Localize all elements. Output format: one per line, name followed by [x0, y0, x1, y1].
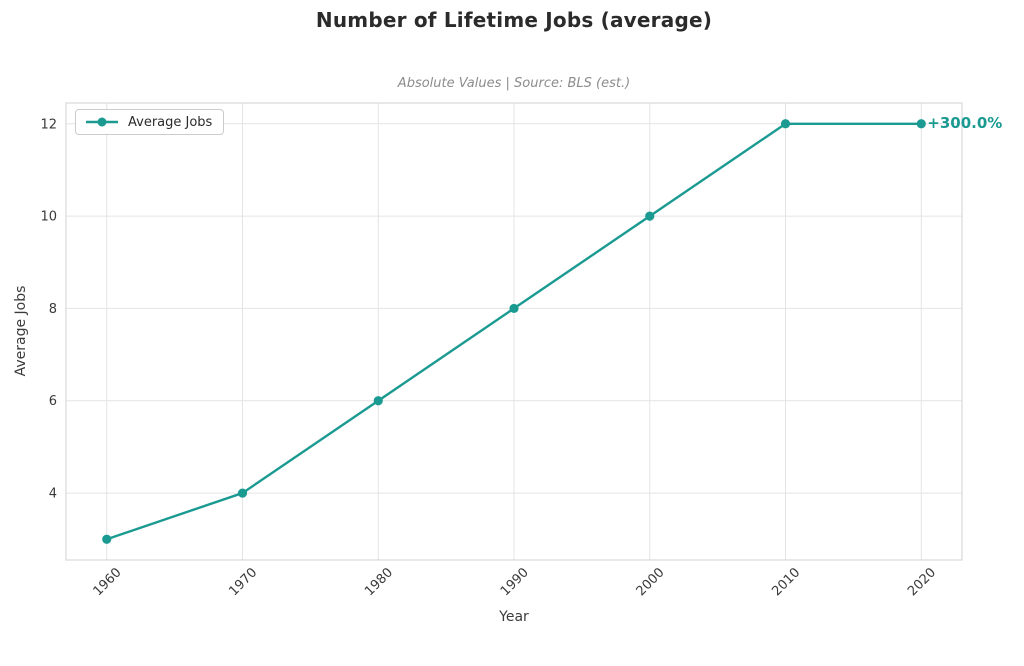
- data-point: [373, 396, 383, 406]
- y-axis-label: Average Jobs: [13, 285, 29, 377]
- legend: Average Jobs: [75, 109, 225, 135]
- data-point: [102, 534, 112, 544]
- y-tick-label: 6: [49, 394, 57, 409]
- x-tick-label: 2000: [634, 565, 668, 599]
- x-tick-label: 1960: [91, 565, 125, 599]
- data-point: [780, 119, 791, 129]
- data-point: [509, 303, 519, 314]
- legend-line-marker-icon: [86, 117, 118, 127]
- y-tick-label: 4: [49, 487, 57, 502]
- y-tick-label: 10: [40, 210, 57, 225]
- data-point: [916, 119, 926, 129]
- x-axis-label: Year: [499, 609, 529, 625]
- x-tick-label: 1990: [498, 565, 532, 599]
- x-tick-label: 1970: [226, 565, 260, 599]
- growth-annotation: +300.0%: [927, 113, 1003, 132]
- y-tick-label: 12: [40, 117, 57, 132]
- plot-border: [65, 102, 963, 561]
- legend-label: Average Jobs: [128, 114, 213, 130]
- chart-subtitle: Absolute Values | Source: BLS (est.): [397, 76, 631, 91]
- data-point: [645, 211, 655, 221]
- data-point: [237, 488, 248, 498]
- x-tick-label: 2010: [769, 565, 803, 599]
- chart-title: Number of Lifetime Jobs (average): [315, 8, 713, 32]
- y-tick-label: 8: [49, 302, 57, 317]
- x-tick-label: 1980: [362, 565, 396, 599]
- x-tick-label: 2020: [905, 565, 939, 599]
